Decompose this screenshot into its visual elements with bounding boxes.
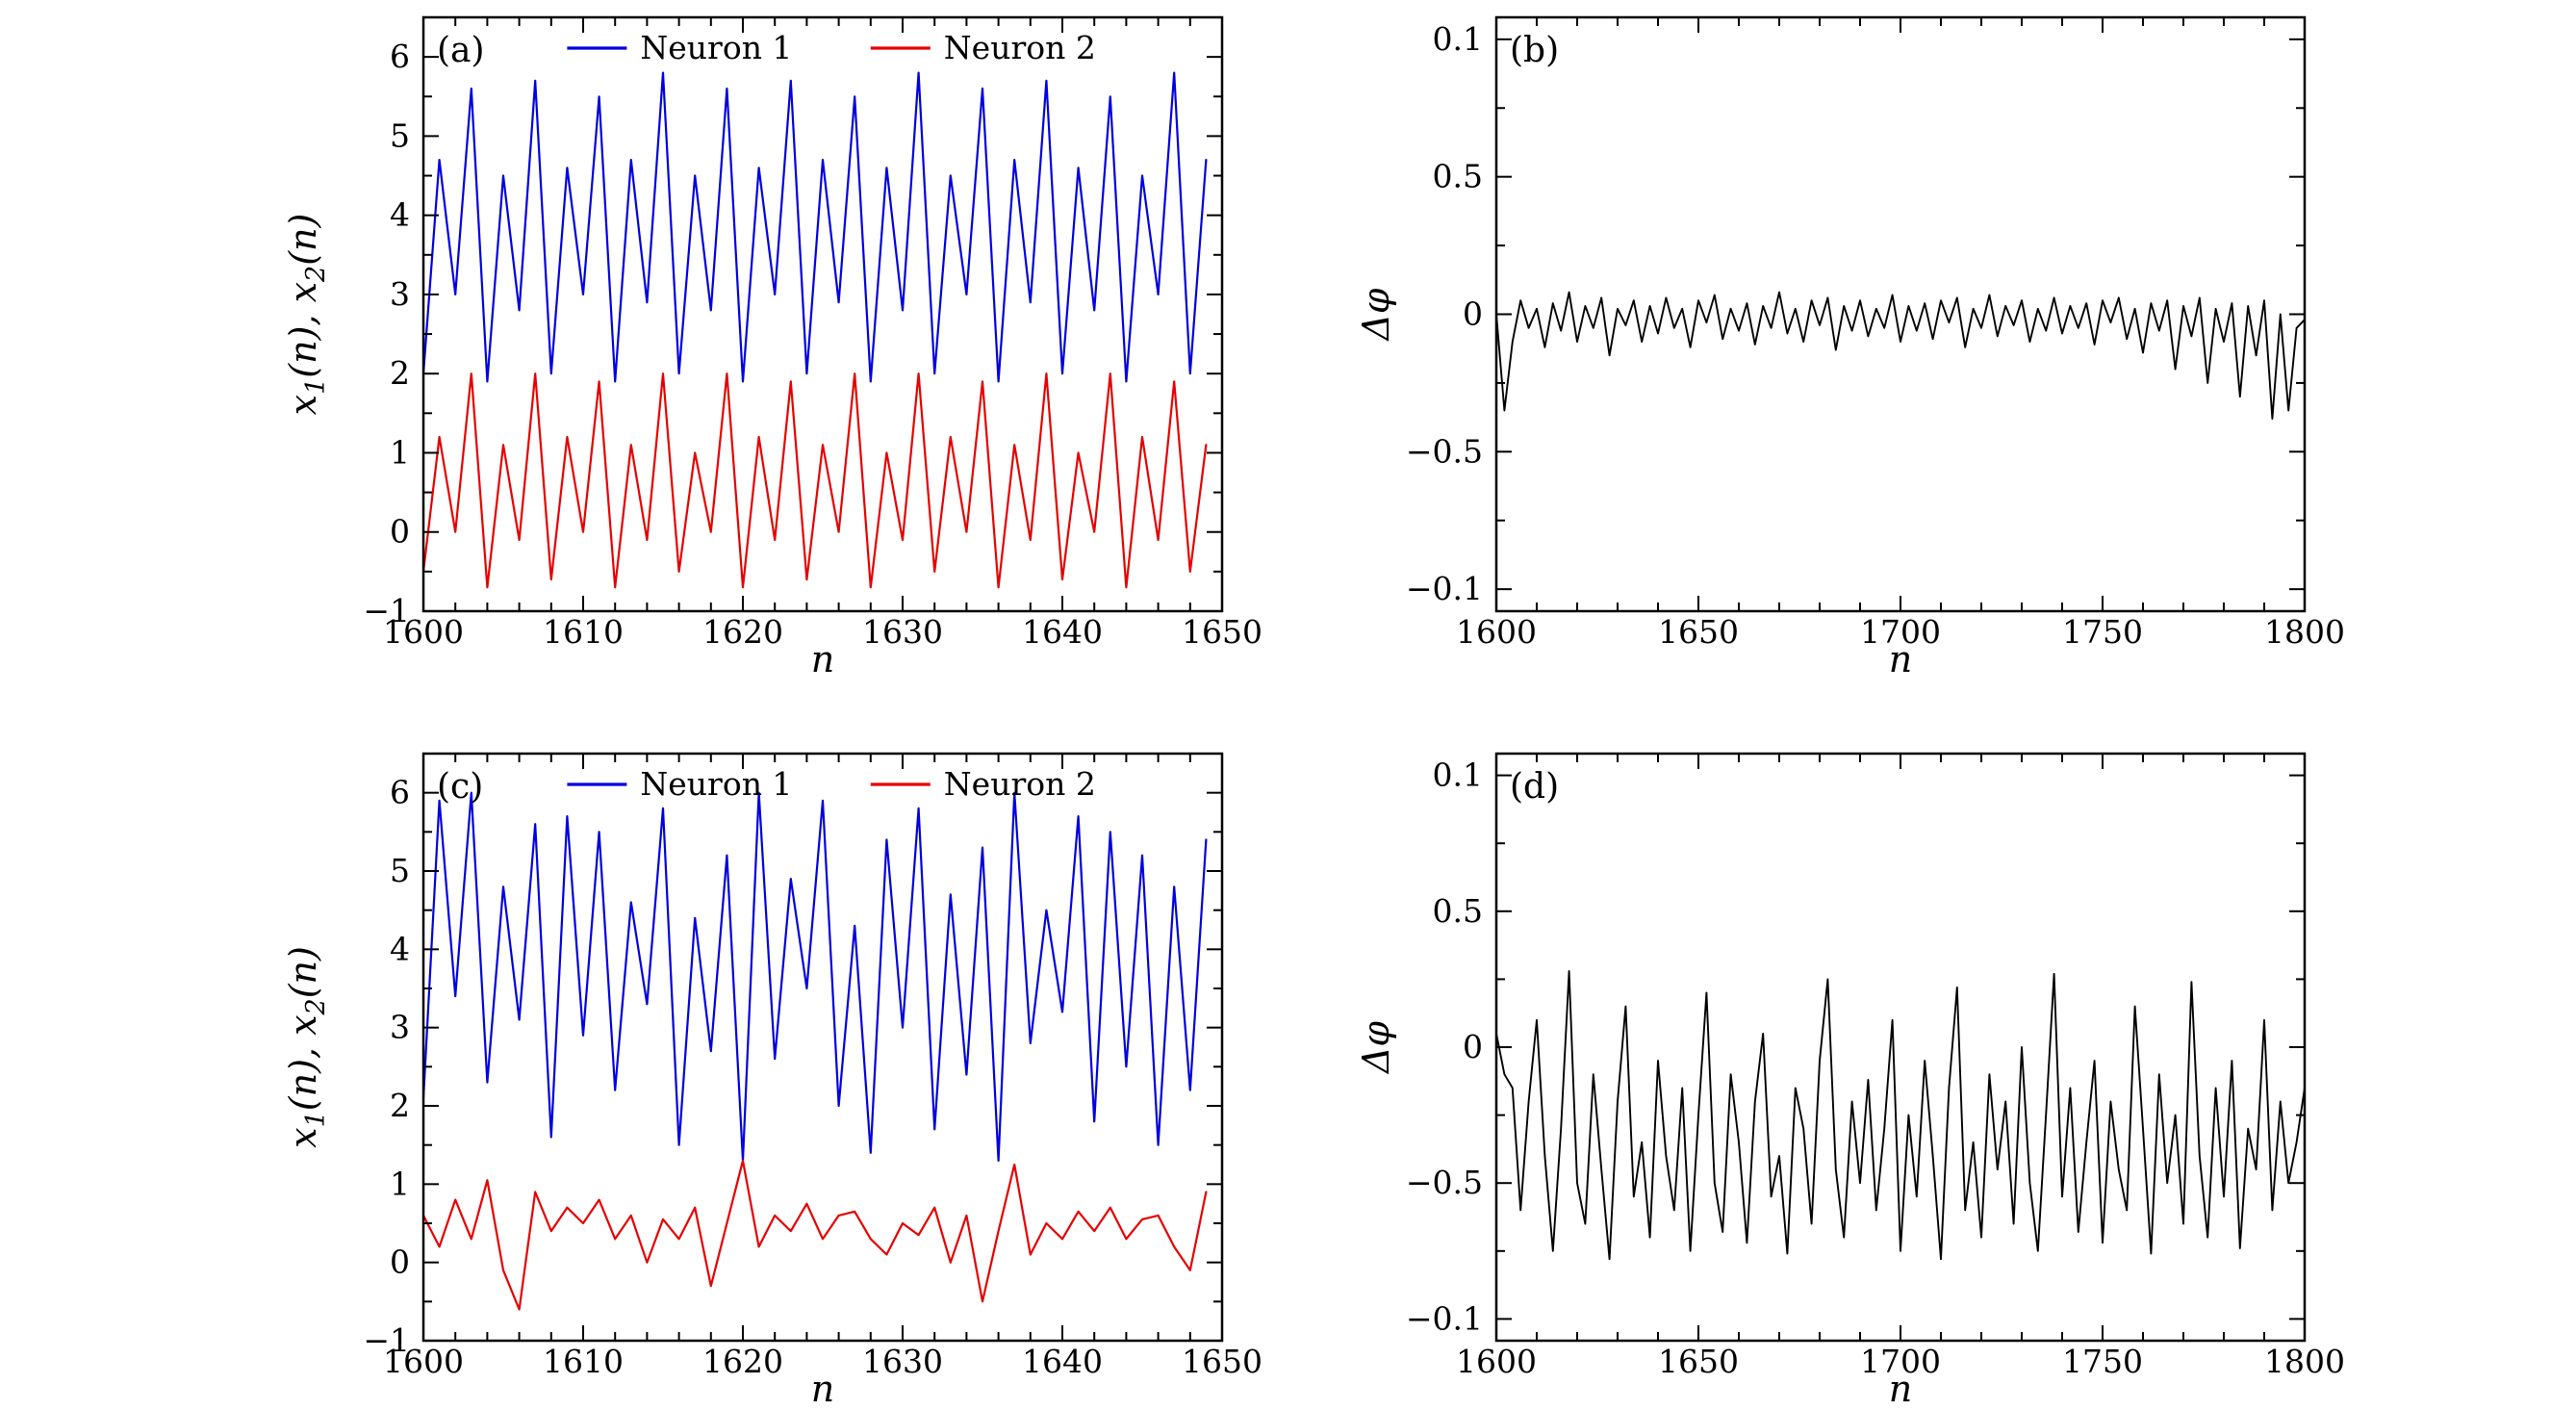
- x-tick-label: 1610: [543, 613, 624, 651]
- y-axis-label: Δφ: [1355, 1021, 1397, 1075]
- y-tick-label: 2: [390, 1087, 410, 1124]
- legend-label-0: Neuron 1: [640, 29, 792, 66]
- plot-frame: [421, 752, 1224, 1343]
- plot-frame: [1494, 752, 2307, 1343]
- plot-b: [1495, 291, 2306, 420]
- y-tick-label: 0: [390, 513, 410, 551]
- series-line-1: [421, 1159, 1208, 1311]
- y-tick-label: −1: [363, 592, 410, 629]
- series-line-0: [1495, 969, 2306, 1261]
- series-line-1: [421, 372, 1208, 589]
- axis-ticks: [422, 16, 1223, 612]
- panel-a: 1600 1610 1620 1630 1640 1650 −1 0 1 2 3 4 5 6 n x1(n),…: [258, 0, 1262, 731]
- series-line-0: [1495, 291, 2306, 420]
- series-line-0: [421, 791, 1208, 1162]
- y-tick-label: 1: [390, 433, 410, 471]
- x-tick-label: 1640: [1022, 1343, 1103, 1380]
- axis-ticks: [1495, 17, 2306, 611]
- x-tick-label: 1700: [1860, 613, 1941, 651]
- x-tick-label: 1750: [2062, 1343, 2143, 1380]
- chart-d: 1600 1650 1700 1750 1800 0.1 0.5 0 −0.5 −0.1 n Δφ (d…: [1355, 752, 2345, 1410]
- y-tick-label: 3: [390, 1009, 410, 1046]
- panel-c: 1600 1610 1620 1630 1640 1650 −1 0 1 2 3 4 5 6 n x1(n),…: [258, 737, 1262, 1410]
- x-tick-label: 1800: [2264, 613, 2345, 651]
- chart-c: 1600 1610 1620 1630 1640 1650 −1 0 1 2 3 4 5 6 n x1(n),…: [282, 752, 1262, 1410]
- plot-frame: [1494, 15, 2307, 613]
- y-axis-label: x1(n), x2(n): [282, 946, 331, 1148]
- y-tick-label: 1: [390, 1165, 410, 1202]
- y-tick-label: 3: [390, 275, 410, 313]
- chart-a: 1600 1610 1620 1630 1640 1650 −1 0 1 2 3 4 5 6 n x1(n),…: [282, 15, 1262, 680]
- panel-letter: (a): [437, 31, 485, 70]
- axis-ticks: [1495, 754, 2306, 1341]
- y-tick-label: −0.1: [1406, 570, 1483, 607]
- y-tick-label: −1: [363, 1321, 410, 1359]
- y-tick-label: 0.5: [1433, 158, 1483, 195]
- plot-a: [421, 71, 1208, 589]
- x-axis-label: n: [811, 1368, 834, 1410]
- x-tick-label: 1610: [543, 1343, 624, 1380]
- y-tick-label: 6: [390, 774, 410, 811]
- panel-letter: (c): [437, 767, 483, 807]
- x-axis-label: n: [1889, 1368, 1912, 1410]
- panel-letter: (d): [1510, 767, 1559, 807]
- x-tick-label: 1650: [1182, 1343, 1262, 1380]
- y-axis-label: x1(n), x2(n): [282, 214, 331, 416]
- y-tick-label: 5: [390, 116, 410, 154]
- y-tick-label: 6: [390, 38, 410, 75]
- x-tick-label: 1800: [2264, 1343, 2345, 1380]
- y-tick-label: 4: [390, 196, 410, 234]
- series-line-0: [421, 71, 1208, 383]
- x-tick-label: 1630: [862, 1343, 943, 1380]
- legend-label-0: Neuron 1: [640, 765, 792, 803]
- panel-letter: (b): [1510, 31, 1559, 70]
- y-tick-label: 0: [1463, 1028, 1483, 1065]
- x-tick-label: 1630: [862, 613, 943, 651]
- x-tick-label: 1640: [1022, 613, 1103, 651]
- x-tick-label: 1600: [383, 1343, 464, 1380]
- plot-frame: [421, 15, 1224, 613]
- x-tick-label: 1650: [1182, 613, 1262, 651]
- legend-label-1: Neuron 2: [944, 765, 1096, 803]
- axis-ticks: [422, 753, 1223, 1342]
- x-axis-label: n: [811, 638, 834, 680]
- x-axis-label: n: [1889, 638, 1912, 680]
- y-tick-label: 0: [1463, 295, 1483, 333]
- plot-c: [421, 791, 1208, 1311]
- chart-b: 1600 1650 1700 1750 1800 0.1 0.5 0 −0.5 −0.1 n Δφ (b…: [1355, 15, 2345, 680]
- legend-label-1: Neuron 2: [944, 29, 1096, 66]
- plot-d: [1495, 969, 2306, 1261]
- panel-b: 1600 1650 1700 1750 1800 0.1 0.5 0 −0.5 −0.1 n Δφ (b…: [1340, 0, 2345, 731]
- x-tick-label: 1600: [1456, 613, 1537, 651]
- y-tick-label: 5: [390, 852, 410, 889]
- x-tick-label: 1620: [702, 613, 783, 651]
- y-tick-label: 0.1: [1433, 756, 1483, 794]
- x-tick-label: 1600: [1456, 1343, 1537, 1380]
- x-tick-label: 1620: [702, 1343, 783, 1380]
- y-tick-label: 0.1: [1433, 20, 1483, 58]
- y-axis-label: Δφ: [1355, 288, 1397, 342]
- y-tick-label: 0.5: [1433, 892, 1483, 930]
- x-tick-label: 1650: [1658, 613, 1739, 651]
- y-tick-label: 2: [390, 354, 410, 392]
- x-tick-label: 1750: [2062, 613, 2143, 651]
- y-tick-label: −0.1: [1406, 1299, 1483, 1337]
- x-tick-label: 1650: [1658, 1343, 1739, 1380]
- y-tick-label: 4: [390, 930, 410, 967]
- y-tick-label: −0.5: [1406, 1164, 1483, 1201]
- x-tick-label: 1600: [383, 613, 464, 651]
- y-tick-label: 0: [390, 1243, 410, 1281]
- panel-d: 1600 1650 1700 1750 1800 0.1 0.5 0 −0.5 −0.1 n Δφ (d…: [1340, 737, 2345, 1410]
- x-tick-label: 1700: [1860, 1343, 1941, 1380]
- y-tick-label: −0.5: [1406, 432, 1483, 470]
